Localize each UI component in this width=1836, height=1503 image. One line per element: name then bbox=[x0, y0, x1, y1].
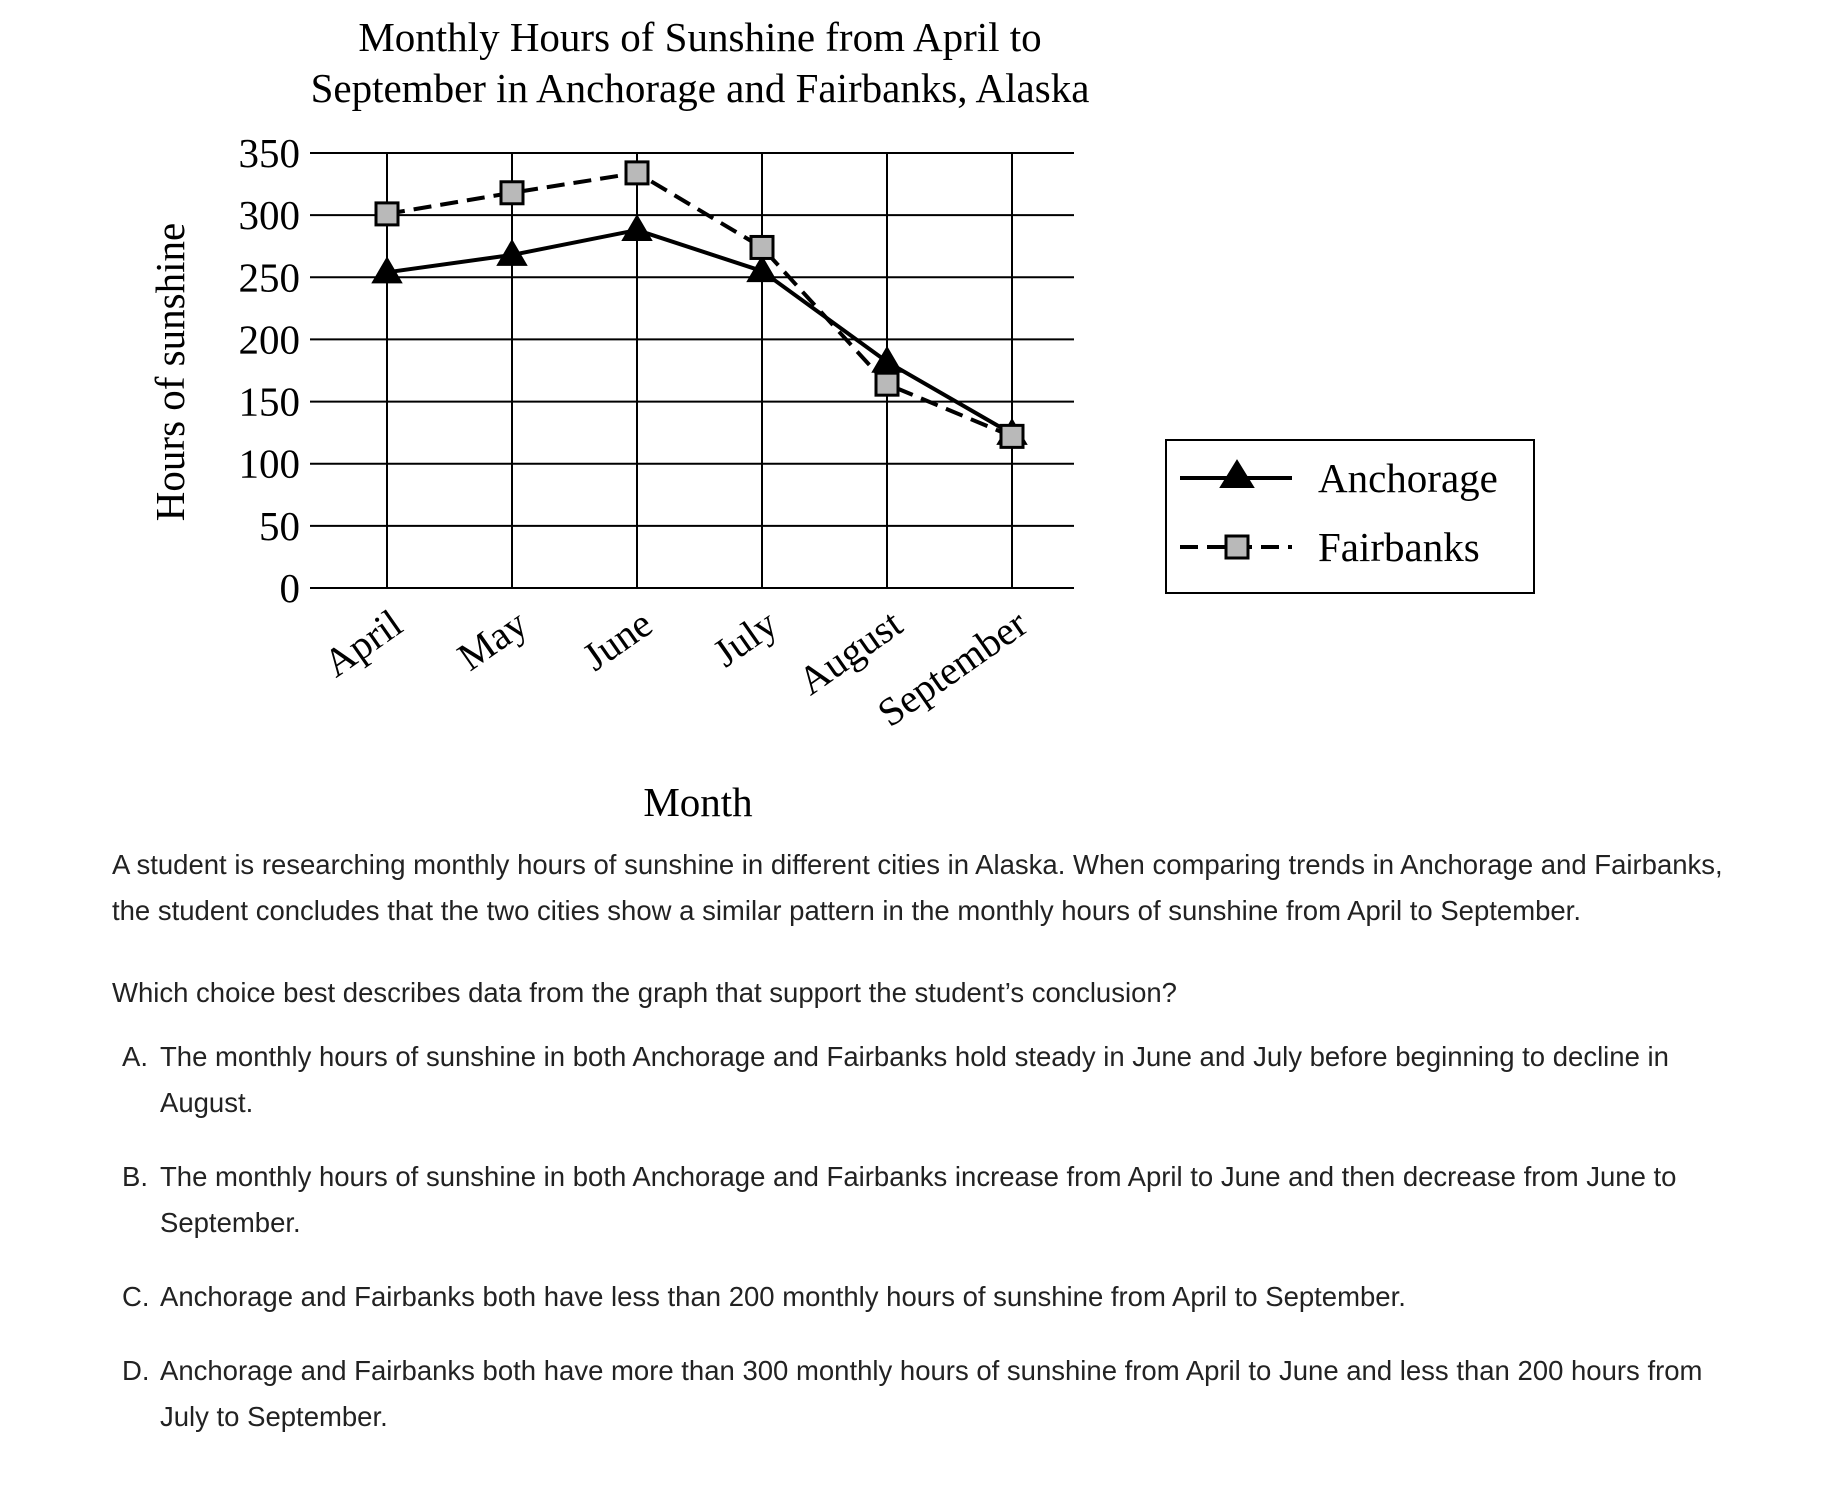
data-point-anchorage bbox=[371, 256, 403, 284]
choice-text: Anchorage and Fairbanks both have more t… bbox=[160, 1355, 1703, 1432]
question-prompt: Which choice best describes data from th… bbox=[112, 977, 1177, 1008]
data-point-anchorage bbox=[871, 345, 903, 373]
legend-anchorage-label: Anchorage bbox=[1318, 455, 1498, 501]
series-line-anchorage bbox=[386, 228, 1013, 436]
data-point-anchorage bbox=[746, 255, 778, 283]
choice-text: Anchorage and Fairbanks both have less t… bbox=[160, 1281, 1406, 1312]
data-point-anchorage bbox=[496, 238, 528, 266]
answer-choice-d[interactable]: D. Anchorage and Fairbanks both have mor… bbox=[122, 1348, 1752, 1440]
data-point-fairbanks bbox=[749, 234, 775, 260]
chart-series bbox=[371, 160, 1028, 449]
choice-letter: A. bbox=[122, 1041, 148, 1072]
choice-letter: C. bbox=[122, 1281, 150, 1312]
answer-choice-a[interactable]: A. The monthly hours of sunshine in both… bbox=[122, 1034, 1752, 1126]
legend-box bbox=[1165, 439, 1535, 594]
data-point-fairbanks bbox=[374, 201, 400, 227]
data-point-fairbanks bbox=[624, 160, 650, 186]
answer-choice-c[interactable]: C. Anchorage and Fairbanks both have les… bbox=[122, 1274, 1752, 1320]
answer-choice-b[interactable]: B. The monthly hours of sunshine in both… bbox=[122, 1154, 1752, 1246]
sunshine-chart: Monthly Hours of Sunshine from April to … bbox=[147, 14, 1535, 825]
legend-anchorage-marker bbox=[1219, 459, 1255, 488]
y-tick-label: 350 bbox=[239, 130, 301, 176]
y-tick-label: 0 bbox=[280, 565, 301, 611]
choice-letter: B. bbox=[122, 1161, 148, 1192]
chart-title-line-1: Monthly Hours of Sunshine from April to bbox=[358, 14, 1041, 60]
question-block: A student is researching monthly hours o… bbox=[112, 842, 1752, 1468]
x-tick-label: May bbox=[449, 601, 535, 680]
choice-text: The monthly hours of sunshine in both An… bbox=[160, 1041, 1669, 1118]
answer-choices: A. The monthly hours of sunshine in both… bbox=[112, 1034, 1752, 1440]
data-point-fairbanks bbox=[499, 180, 525, 206]
data-point-anchorage bbox=[621, 214, 653, 242]
data-point-fairbanks bbox=[999, 423, 1025, 449]
y-tick-label: 250 bbox=[239, 254, 301, 300]
chart-title-line-2: September in Anchorage and Fairbanks, Al… bbox=[311, 65, 1090, 111]
legend-fairbanks-marker bbox=[1224, 534, 1250, 560]
y-tick-label: 100 bbox=[239, 441, 301, 487]
choice-text: The monthly hours of sunshine in both An… bbox=[160, 1161, 1677, 1238]
y-tick-label: 300 bbox=[239, 192, 301, 238]
y-tick-label: 200 bbox=[239, 316, 301, 362]
question-stem: A student is researching monthly hours o… bbox=[112, 849, 1723, 926]
x-tick-label: July bbox=[705, 601, 785, 676]
y-axis-label: Hours of sunshine bbox=[147, 223, 193, 521]
x-axis-label: Month bbox=[643, 779, 752, 825]
data-point-fairbanks bbox=[874, 371, 900, 397]
x-tick-label: June bbox=[574, 601, 660, 680]
x-tick-label: April bbox=[315, 601, 410, 686]
series-line-fairbanks bbox=[386, 170, 1013, 439]
legend-fairbanks-label: Fairbanks bbox=[1318, 524, 1480, 570]
y-axis-ticks: 0 50 100 150 200 250 300 350 bbox=[239, 130, 301, 611]
y-tick-label: 150 bbox=[239, 379, 301, 425]
chart-legend: Anchorage Fairbanks bbox=[1165, 439, 1535, 594]
chart-grid bbox=[310, 152, 1074, 589]
choice-letter: D. bbox=[122, 1355, 150, 1386]
y-tick-label: 50 bbox=[259, 503, 300, 549]
